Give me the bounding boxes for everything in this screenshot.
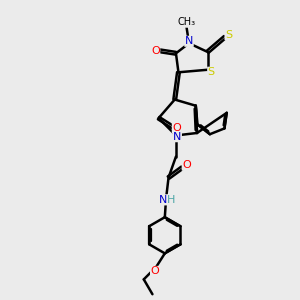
Text: N: N [173,132,182,142]
Text: CH₃: CH₃ [178,17,196,27]
Text: S: S [225,30,232,40]
Text: N: N [185,36,193,46]
Text: O: O [172,123,181,133]
Text: O: O [151,266,159,276]
Text: O: O [151,46,160,56]
Text: O: O [182,160,191,170]
Text: S: S [208,67,215,77]
Text: N: N [159,195,167,205]
Text: H: H [167,195,176,205]
